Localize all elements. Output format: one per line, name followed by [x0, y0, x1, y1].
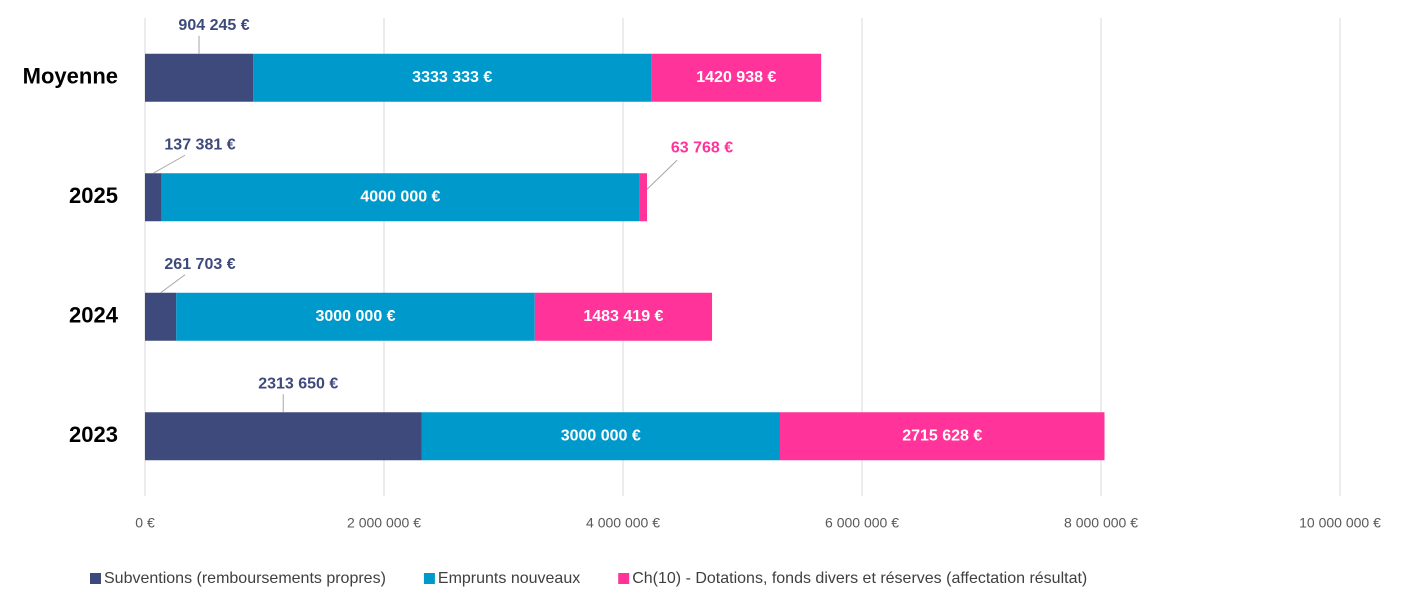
bar-segment — [651, 53, 822, 102]
bar-segment — [161, 173, 640, 222]
bar-segment — [145, 173, 162, 222]
leader-line — [646, 159, 678, 190]
legend-swatch — [618, 573, 630, 584]
value-label: 137 381 € — [164, 136, 235, 153]
leader-line — [160, 274, 186, 294]
value-label: 3000 000 € — [315, 308, 395, 325]
bar-segment — [534, 292, 713, 341]
value-label: 4000 000 € — [360, 188, 440, 205]
value-label: 1483 419 € — [583, 308, 663, 325]
x-tick-label: 8 000 000 € — [1064, 515, 1138, 531]
value-label: 3000 000 € — [561, 427, 641, 444]
value-label: 3333 333 € — [412, 69, 492, 86]
x-tick-label: 2 000 000 € — [347, 515, 421, 531]
category-label: 2023 — [69, 422, 118, 447]
legend-swatch — [423, 573, 435, 584]
legend-label: Ch(10) - Dotations, fonds divers et rése… — [632, 570, 1087, 587]
bar-segment — [145, 292, 177, 341]
category-label: 2024 — [69, 303, 119, 328]
value-label: 904 245 € — [178, 17, 249, 34]
value-label: 2715 628 € — [902, 427, 982, 444]
value-label: 2313 650 € — [258, 375, 338, 392]
value-label: 261 703 € — [164, 256, 235, 273]
bar-segment — [253, 53, 652, 102]
x-tick-label: 10 000 000 € — [1299, 515, 1381, 531]
bar-segment — [421, 412, 780, 461]
bar-segment — [145, 53, 254, 102]
x-tick-label: 0 € — [135, 515, 155, 531]
leader-line — [152, 154, 186, 174]
legend-label: Emprunts nouveaux — [438, 570, 580, 587]
bar-segment — [639, 173, 648, 222]
x-tick-label: 6 000 000 € — [825, 515, 899, 531]
category-label: Moyenne — [23, 64, 118, 89]
value-label: 1420 938 € — [696, 69, 776, 86]
legend-label: Subventions (remboursements propres) — [104, 570, 386, 587]
bar-segment — [176, 292, 535, 341]
bar-segment — [779, 412, 1105, 461]
value-label: 63 768 € — [671, 139, 733, 156]
category-label: 2025 — [69, 183, 118, 208]
x-tick-label: 4 000 000 € — [586, 515, 660, 531]
bar-segment — [145, 412, 422, 461]
legend-swatch — [90, 573, 101, 584]
